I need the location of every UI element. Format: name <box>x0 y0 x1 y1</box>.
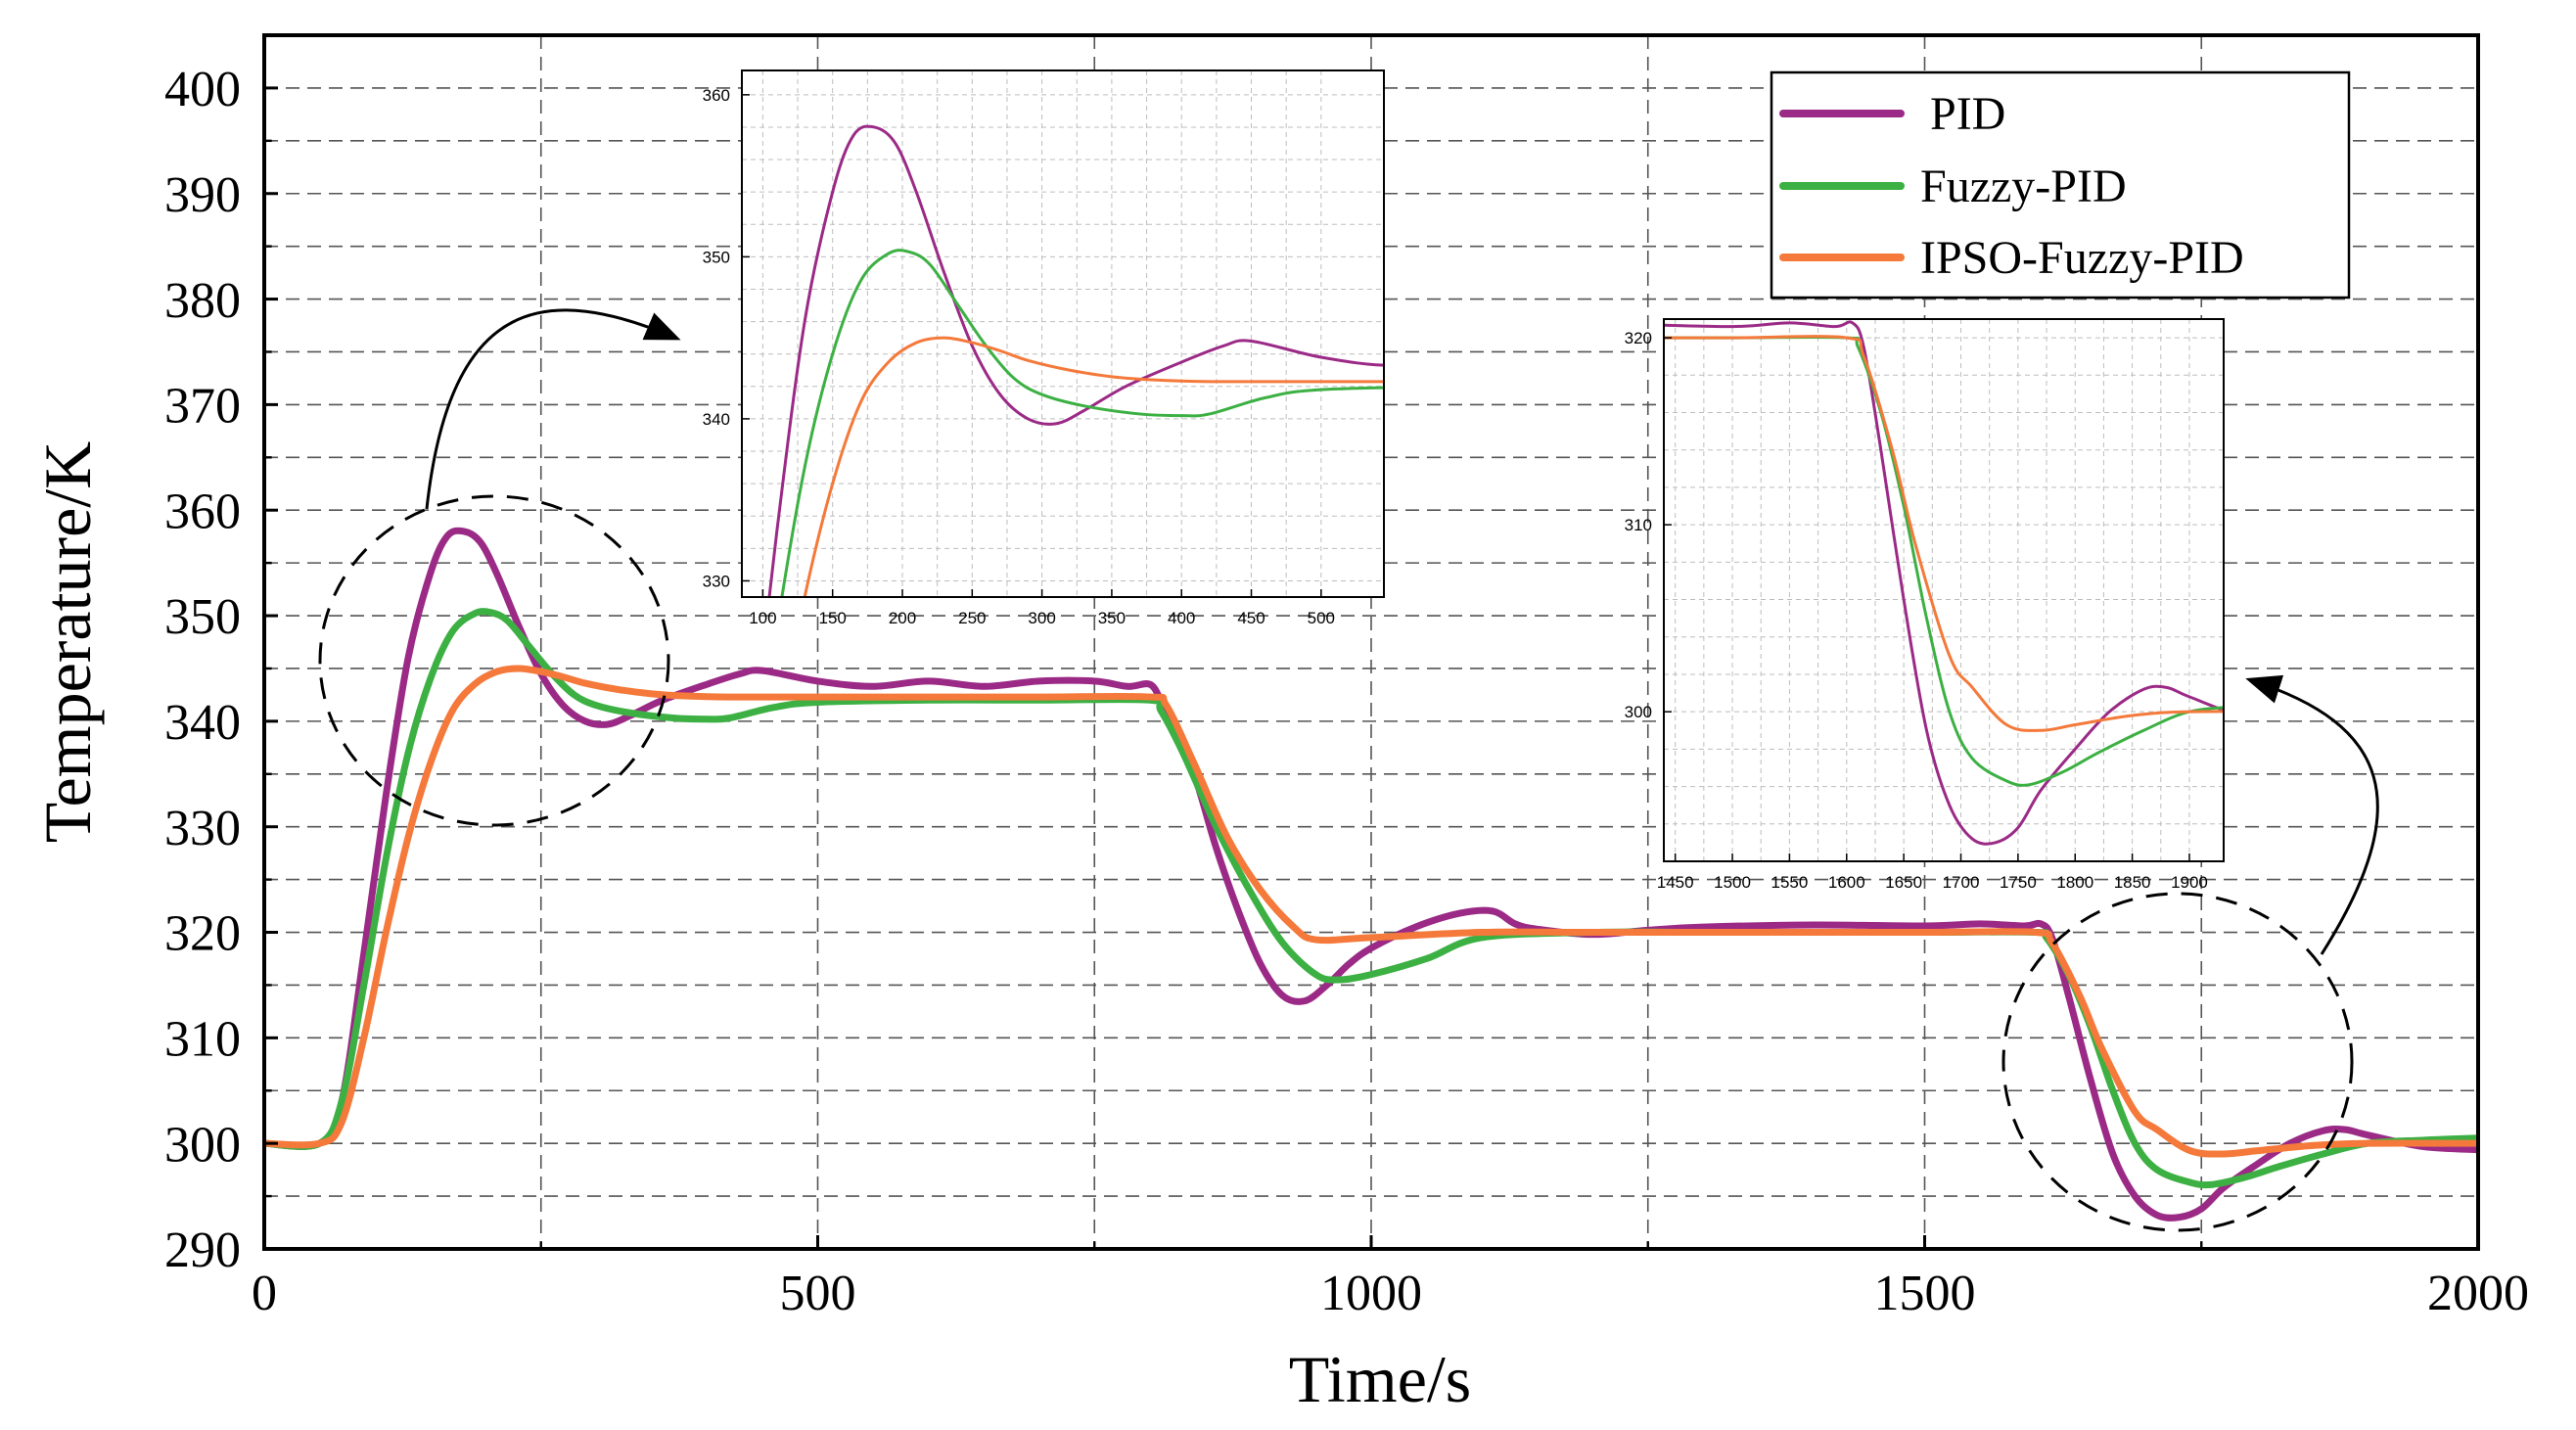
inset-2-x-tick-label: 1600 <box>1828 873 1865 892</box>
main-x-tick-label: 0 <box>252 1266 277 1321</box>
main-y-tick-label: 340 <box>164 695 241 751</box>
main-series-ipso-fuzzy-pid <box>264 665 2478 1158</box>
inset-1-series-pid <box>767 124 1384 597</box>
main-y-tick-label: 390 <box>164 167 241 223</box>
inset-2-x-tick-label: 1500 <box>1714 873 1751 892</box>
main-y-tick-label: 370 <box>164 379 241 435</box>
main-y-tick-label: 330 <box>164 801 241 856</box>
inset-1-series-ipso-fuzzy-pid <box>803 336 1384 597</box>
inset-1-y-tick-label: 360 <box>703 86 730 105</box>
inset-2-x-tick-label: 1900 <box>2171 873 2208 892</box>
main-y-tick-label: 320 <box>164 906 241 962</box>
y-axis-title: Temperature/K <box>30 441 105 844</box>
inset-2-x-tick-label: 1700 <box>1943 873 1980 892</box>
inset-2-grid <box>1664 319 2224 862</box>
inset-2-series <box>1664 320 2224 846</box>
main-y-tick-label: 360 <box>164 484 241 539</box>
inset-2-x-tick-label: 1750 <box>2000 873 2037 892</box>
inset-1-grid <box>742 70 1384 597</box>
legend: PID Fuzzy-PID IPSO-Fuzzy-PID <box>1770 70 2351 300</box>
main-y-tick-label: 290 <box>164 1222 241 1278</box>
inset-2-frame <box>1663 318 2225 862</box>
highlight-circle-left <box>318 494 670 827</box>
inset-2-x-tick-label: 1850 <box>2114 873 2151 892</box>
main-y-tick-label: 310 <box>164 1012 241 1068</box>
legend-label-pid: PID <box>1930 88 2005 140</box>
main-series <box>264 527 2478 1222</box>
inset-1-x-tick-label: 450 <box>1237 609 1265 627</box>
x-axis-title: Time/s <box>1289 1342 1471 1416</box>
main-ticks: 0 500 1000 1500 2000 290 300 310 320 330 340 350 360… <box>164 62 2529 1321</box>
inset-2-y-tick-label: 310 <box>1625 516 1652 534</box>
inset-1-x-tick-label: 200 <box>889 609 916 627</box>
inset-1-x-tick-label: 150 <box>819 609 847 627</box>
main-y-tick-label: 380 <box>164 273 241 329</box>
inset-2-x-tick-label: 1550 <box>1771 873 1808 892</box>
inset-plot-1: 100 150 200 250 300 350 400 450 500 330 340 350 360 <box>703 69 1385 627</box>
inset-1-y-tick-label: 340 <box>703 410 730 429</box>
zoom-arrow-left <box>425 308 681 510</box>
inset-1-background <box>742 70 1384 597</box>
inset-2-x-tick-label: 1650 <box>1885 873 1922 892</box>
zoom-annotation-left <box>318 308 681 827</box>
main-x-tick-label: 500 <box>780 1266 856 1321</box>
inset-1-series <box>767 124 1384 597</box>
inset-1-x-tick-label: 400 <box>1168 609 1195 627</box>
inset-1-y-tick-label: 330 <box>703 572 730 590</box>
inset-1-x-tick-label: 300 <box>1028 609 1055 627</box>
inset-1-frame <box>741 69 1385 598</box>
inset-1-x-tick-label: 500 <box>1308 609 1335 627</box>
inset-2-x-tick-label: 1800 <box>2056 873 2093 892</box>
main-y-tick-label: 300 <box>164 1117 241 1173</box>
highlight-circle-right <box>2001 892 2354 1232</box>
inset-2-series-pid <box>1664 320 2224 846</box>
main-series-pid <box>264 527 2478 1222</box>
legend-label-fuzzy-pid: Fuzzy-PID <box>1920 161 2127 212</box>
inset-2-series-fuzzy-pid <box>1664 335 2224 787</box>
inset-1-x-tick-label: 250 <box>958 609 986 627</box>
inset-2-ticks: 1450 1500 1550 1600 1650 1700 1750 1800 1850 1900… <box>1625 329 2208 892</box>
inset-1-x-tick-label: 100 <box>749 609 776 627</box>
inset-1-ticks: 100 150 200 250 300 350 400 450 500 330 340 350 360 <box>703 86 1335 627</box>
inset-2-background <box>1664 319 2224 861</box>
inset-2-x-tick-label: 1450 <box>1657 873 1694 892</box>
main-series-fuzzy-pid <box>264 608 2478 1189</box>
legend-label-ipso-fuzzy-pid: IPSO-Fuzzy-PID <box>1920 232 2244 284</box>
inset-2-series-ipso-fuzzy-pid <box>1664 335 2224 732</box>
inset-1-series-fuzzy-pid <box>780 249 1384 597</box>
inset-2-y-tick-label: 300 <box>1625 703 1652 721</box>
inset-1-x-tick-label: 350 <box>1098 609 1126 627</box>
main-y-tick-label: 350 <box>164 589 241 645</box>
zoom-annotation-right <box>2001 674 2379 1232</box>
main-x-tick-label: 2000 <box>2427 1266 2529 1321</box>
main-x-tick-label: 1500 <box>1874 1266 1976 1321</box>
main-x-tick-label: 1000 <box>1320 1266 1422 1321</box>
main-y-tick-label: 400 <box>164 62 241 117</box>
zoom-arrow-right <box>2245 674 2379 955</box>
inset-plot-2: 1450 1500 1550 1600 1650 1700 1750 1800 1850 1900… <box>1625 318 2225 892</box>
inset-1-y-tick-label: 350 <box>703 248 730 266</box>
inset-2-y-tick-label: 320 <box>1625 329 1652 347</box>
